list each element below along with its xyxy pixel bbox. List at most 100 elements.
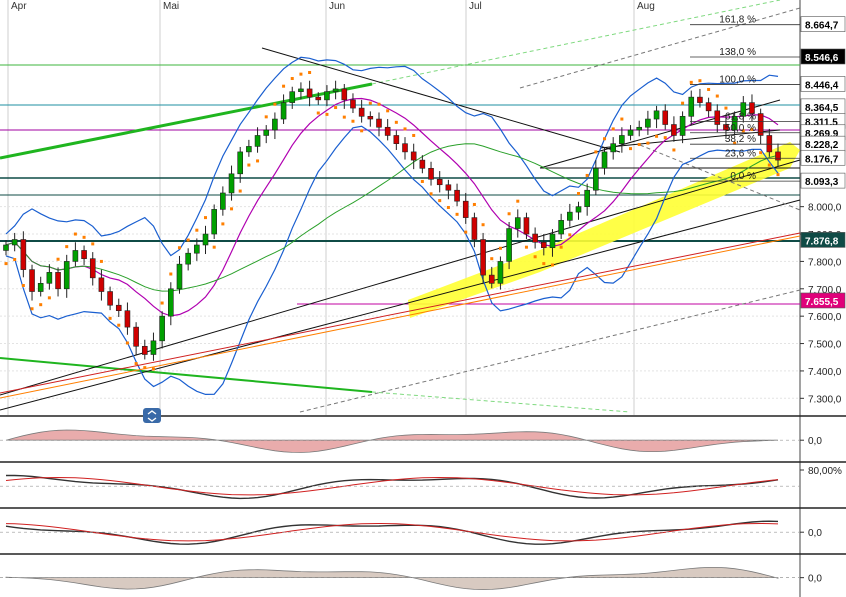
candle-body xyxy=(341,88,348,101)
candle-body xyxy=(714,110,721,125)
price-label: 8.176,7 xyxy=(805,154,839,165)
price-label: 8.311,5 xyxy=(805,117,838,128)
candle-body xyxy=(410,151,417,161)
candle-body xyxy=(393,135,400,144)
axis-tick-label: 7.400,0 xyxy=(808,367,842,378)
sar-dot xyxy=(117,323,121,327)
candle-body xyxy=(671,124,677,136)
candle-body xyxy=(514,217,521,229)
candle-body xyxy=(384,126,391,136)
panel-tick-label: 0,0 xyxy=(808,528,822,539)
sar-dot xyxy=(603,137,607,141)
sar-dot xyxy=(689,80,693,84)
sar-dot xyxy=(637,143,641,147)
price-label: 8.446,4 xyxy=(805,80,839,91)
sar-dot xyxy=(151,367,155,371)
sar-dot xyxy=(30,307,34,311)
sar-dot xyxy=(316,111,320,115)
sar-dot xyxy=(412,133,416,137)
candle-body xyxy=(220,192,226,210)
panel-resize-handle[interactable] xyxy=(143,408,161,423)
sar-dot xyxy=(368,101,372,105)
bollinger-bands xyxy=(0,56,801,399)
candle-body xyxy=(575,206,582,213)
long-average xyxy=(5,143,779,292)
candle-body xyxy=(81,250,87,259)
candle-body xyxy=(471,217,478,240)
sar-dot xyxy=(741,129,745,133)
candle-body xyxy=(324,91,330,101)
month-label: Mai xyxy=(163,1,179,12)
candle-body xyxy=(332,88,339,92)
candle-body xyxy=(298,88,304,92)
candle-body xyxy=(584,189,590,207)
candle-body xyxy=(766,135,773,153)
price-label: 8.093,3 xyxy=(805,177,839,188)
candle-body xyxy=(506,228,512,262)
sar-dot xyxy=(767,163,771,167)
month-labels: Apr Mai Jun Jul Aug xyxy=(11,1,655,12)
sar-dot xyxy=(256,159,260,163)
sar-dot xyxy=(438,199,442,203)
candle-body xyxy=(280,102,287,120)
candle-body xyxy=(705,102,712,112)
sar-dot xyxy=(594,150,598,154)
indicator-panels: 0,0 80,00% 0,0 0,0 xyxy=(0,415,846,591)
fib-label: 23,6 % xyxy=(725,148,756,159)
price-label-box xyxy=(800,16,846,32)
oscillator-area xyxy=(5,429,779,453)
candle-body xyxy=(168,288,174,317)
sar-dot xyxy=(108,316,112,320)
sar-dot xyxy=(568,233,572,237)
sar-dot xyxy=(73,232,77,236)
price-label: 8.546,6 xyxy=(805,53,839,64)
sar-dot xyxy=(672,148,676,152)
price-label-box xyxy=(800,292,846,309)
sar-dot xyxy=(13,257,17,261)
sar-dot xyxy=(620,117,624,121)
candle-body xyxy=(124,310,131,328)
panel-tick-label: 0,0 xyxy=(808,574,822,585)
candle-body xyxy=(133,326,139,347)
sar-dot xyxy=(230,207,234,211)
sar-dot xyxy=(698,79,702,83)
candle-body xyxy=(202,233,209,246)
candle-body xyxy=(436,178,443,186)
price-label: 8.364,5 xyxy=(805,103,839,114)
sar-dot xyxy=(299,72,303,76)
sar-dot xyxy=(238,189,242,193)
fib-label: 61,8 % xyxy=(725,111,756,122)
sar-dot xyxy=(629,147,633,151)
sar-dot xyxy=(655,134,659,138)
sar-dot xyxy=(724,106,728,110)
candle-body xyxy=(315,96,322,101)
candle-body xyxy=(185,252,191,265)
sar-dot xyxy=(663,136,667,140)
parabolic-sar xyxy=(4,70,780,371)
month-label: Jul xyxy=(469,1,482,12)
price-label-box xyxy=(800,76,846,92)
sar-dot xyxy=(264,115,268,119)
candle-body xyxy=(549,233,556,249)
candle-body xyxy=(29,269,35,292)
candle-body xyxy=(228,173,235,194)
signal-line xyxy=(5,522,779,542)
candle-body xyxy=(367,116,374,120)
candle-body xyxy=(636,126,643,131)
fib-label: 50,0 % xyxy=(725,123,756,134)
candle-body xyxy=(679,116,686,136)
candle-body xyxy=(263,129,270,136)
sar-dot xyxy=(21,284,25,288)
panel-tick-label: 80,00% xyxy=(808,466,842,477)
candle-body xyxy=(350,99,356,109)
sar-dot xyxy=(377,102,381,106)
candle-body xyxy=(402,143,408,153)
sar-dot xyxy=(290,77,294,81)
candle-body xyxy=(3,244,9,251)
panel-tick-label: 0,0 xyxy=(808,436,822,447)
candle-body xyxy=(11,239,18,246)
candle-body xyxy=(289,91,296,103)
candle-body xyxy=(540,241,547,249)
candle-body xyxy=(358,107,365,117)
